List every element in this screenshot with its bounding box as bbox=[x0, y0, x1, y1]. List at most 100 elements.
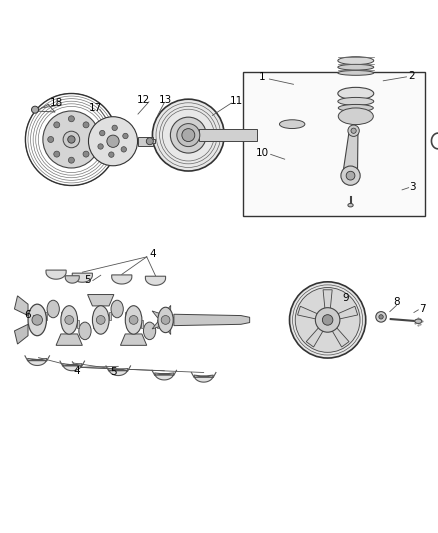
Polygon shape bbox=[323, 290, 332, 312]
Polygon shape bbox=[112, 275, 132, 284]
Circle shape bbox=[54, 151, 60, 157]
Polygon shape bbox=[109, 368, 128, 376]
Circle shape bbox=[43, 111, 100, 168]
Polygon shape bbox=[297, 306, 321, 320]
Circle shape bbox=[177, 124, 200, 147]
Circle shape bbox=[376, 312, 386, 322]
Polygon shape bbox=[330, 325, 349, 347]
Polygon shape bbox=[166, 305, 171, 320]
Circle shape bbox=[68, 116, 74, 122]
Text: 2: 2 bbox=[408, 70, 415, 80]
Polygon shape bbox=[63, 364, 82, 371]
Circle shape bbox=[379, 314, 383, 319]
Text: 6: 6 bbox=[24, 310, 31, 320]
Text: 5: 5 bbox=[84, 274, 91, 285]
Polygon shape bbox=[343, 131, 358, 169]
Ellipse shape bbox=[338, 104, 373, 111]
Text: 1: 1 bbox=[258, 72, 265, 82]
Ellipse shape bbox=[338, 70, 374, 75]
Text: 8: 8 bbox=[393, 297, 400, 308]
Polygon shape bbox=[88, 295, 114, 306]
Text: 4: 4 bbox=[73, 366, 80, 376]
Bar bbox=[199, 130, 257, 141]
Circle shape bbox=[348, 125, 359, 136]
Ellipse shape bbox=[47, 300, 59, 318]
Circle shape bbox=[161, 316, 170, 324]
Polygon shape bbox=[152, 320, 166, 329]
Ellipse shape bbox=[158, 307, 173, 333]
Ellipse shape bbox=[338, 64, 374, 70]
Circle shape bbox=[123, 133, 128, 139]
Polygon shape bbox=[28, 359, 47, 366]
Ellipse shape bbox=[92, 306, 109, 334]
Polygon shape bbox=[14, 324, 28, 344]
Polygon shape bbox=[56, 334, 82, 345]
Polygon shape bbox=[120, 334, 147, 345]
Text: 13: 13 bbox=[159, 95, 172, 105]
Polygon shape bbox=[158, 320, 159, 328]
Circle shape bbox=[315, 308, 340, 332]
Text: 12: 12 bbox=[137, 95, 150, 105]
Circle shape bbox=[146, 138, 153, 145]
Ellipse shape bbox=[143, 322, 156, 340]
Ellipse shape bbox=[279, 120, 305, 128]
Text: 11: 11 bbox=[230, 96, 243, 106]
Circle shape bbox=[48, 136, 54, 142]
Circle shape bbox=[54, 122, 60, 128]
Circle shape bbox=[98, 144, 103, 149]
Polygon shape bbox=[194, 375, 213, 382]
Circle shape bbox=[152, 99, 224, 171]
Circle shape bbox=[96, 316, 105, 324]
Polygon shape bbox=[93, 320, 95, 328]
Ellipse shape bbox=[125, 306, 142, 334]
Text: 7: 7 bbox=[419, 304, 426, 314]
Polygon shape bbox=[166, 320, 171, 335]
Circle shape bbox=[112, 125, 117, 131]
Circle shape bbox=[63, 131, 80, 148]
Ellipse shape bbox=[61, 306, 78, 334]
Bar bbox=[243, 71, 425, 216]
Circle shape bbox=[89, 136, 95, 142]
Polygon shape bbox=[125, 312, 127, 320]
Circle shape bbox=[83, 151, 89, 157]
Circle shape bbox=[129, 316, 138, 324]
Text: 5: 5 bbox=[110, 367, 117, 377]
Ellipse shape bbox=[28, 304, 46, 336]
Circle shape bbox=[290, 282, 366, 358]
Polygon shape bbox=[145, 276, 166, 285]
Circle shape bbox=[83, 122, 89, 128]
Ellipse shape bbox=[338, 87, 374, 100]
Circle shape bbox=[182, 128, 195, 142]
Polygon shape bbox=[65, 276, 79, 283]
Circle shape bbox=[32, 106, 39, 113]
Circle shape bbox=[121, 147, 127, 152]
Ellipse shape bbox=[338, 56, 374, 64]
Polygon shape bbox=[109, 312, 111, 320]
Circle shape bbox=[99, 131, 105, 136]
Ellipse shape bbox=[338, 98, 374, 106]
Polygon shape bbox=[334, 306, 358, 320]
Polygon shape bbox=[77, 320, 79, 328]
Ellipse shape bbox=[348, 204, 353, 207]
Ellipse shape bbox=[111, 300, 124, 318]
Polygon shape bbox=[152, 311, 166, 320]
Polygon shape bbox=[45, 312, 47, 320]
Polygon shape bbox=[46, 270, 66, 279]
Polygon shape bbox=[141, 320, 143, 328]
Text: 10: 10 bbox=[256, 149, 269, 158]
Polygon shape bbox=[14, 296, 28, 316]
Circle shape bbox=[170, 117, 206, 153]
Polygon shape bbox=[138, 137, 155, 146]
Circle shape bbox=[341, 166, 360, 185]
Circle shape bbox=[32, 314, 42, 325]
Text: 4: 4 bbox=[149, 249, 156, 259]
Circle shape bbox=[107, 135, 119, 147]
Polygon shape bbox=[155, 373, 174, 380]
Text: 9: 9 bbox=[343, 293, 350, 303]
Circle shape bbox=[346, 171, 355, 180]
Polygon shape bbox=[72, 273, 92, 282]
Polygon shape bbox=[306, 325, 325, 347]
Circle shape bbox=[351, 128, 356, 133]
Ellipse shape bbox=[79, 322, 91, 340]
Circle shape bbox=[68, 157, 74, 163]
